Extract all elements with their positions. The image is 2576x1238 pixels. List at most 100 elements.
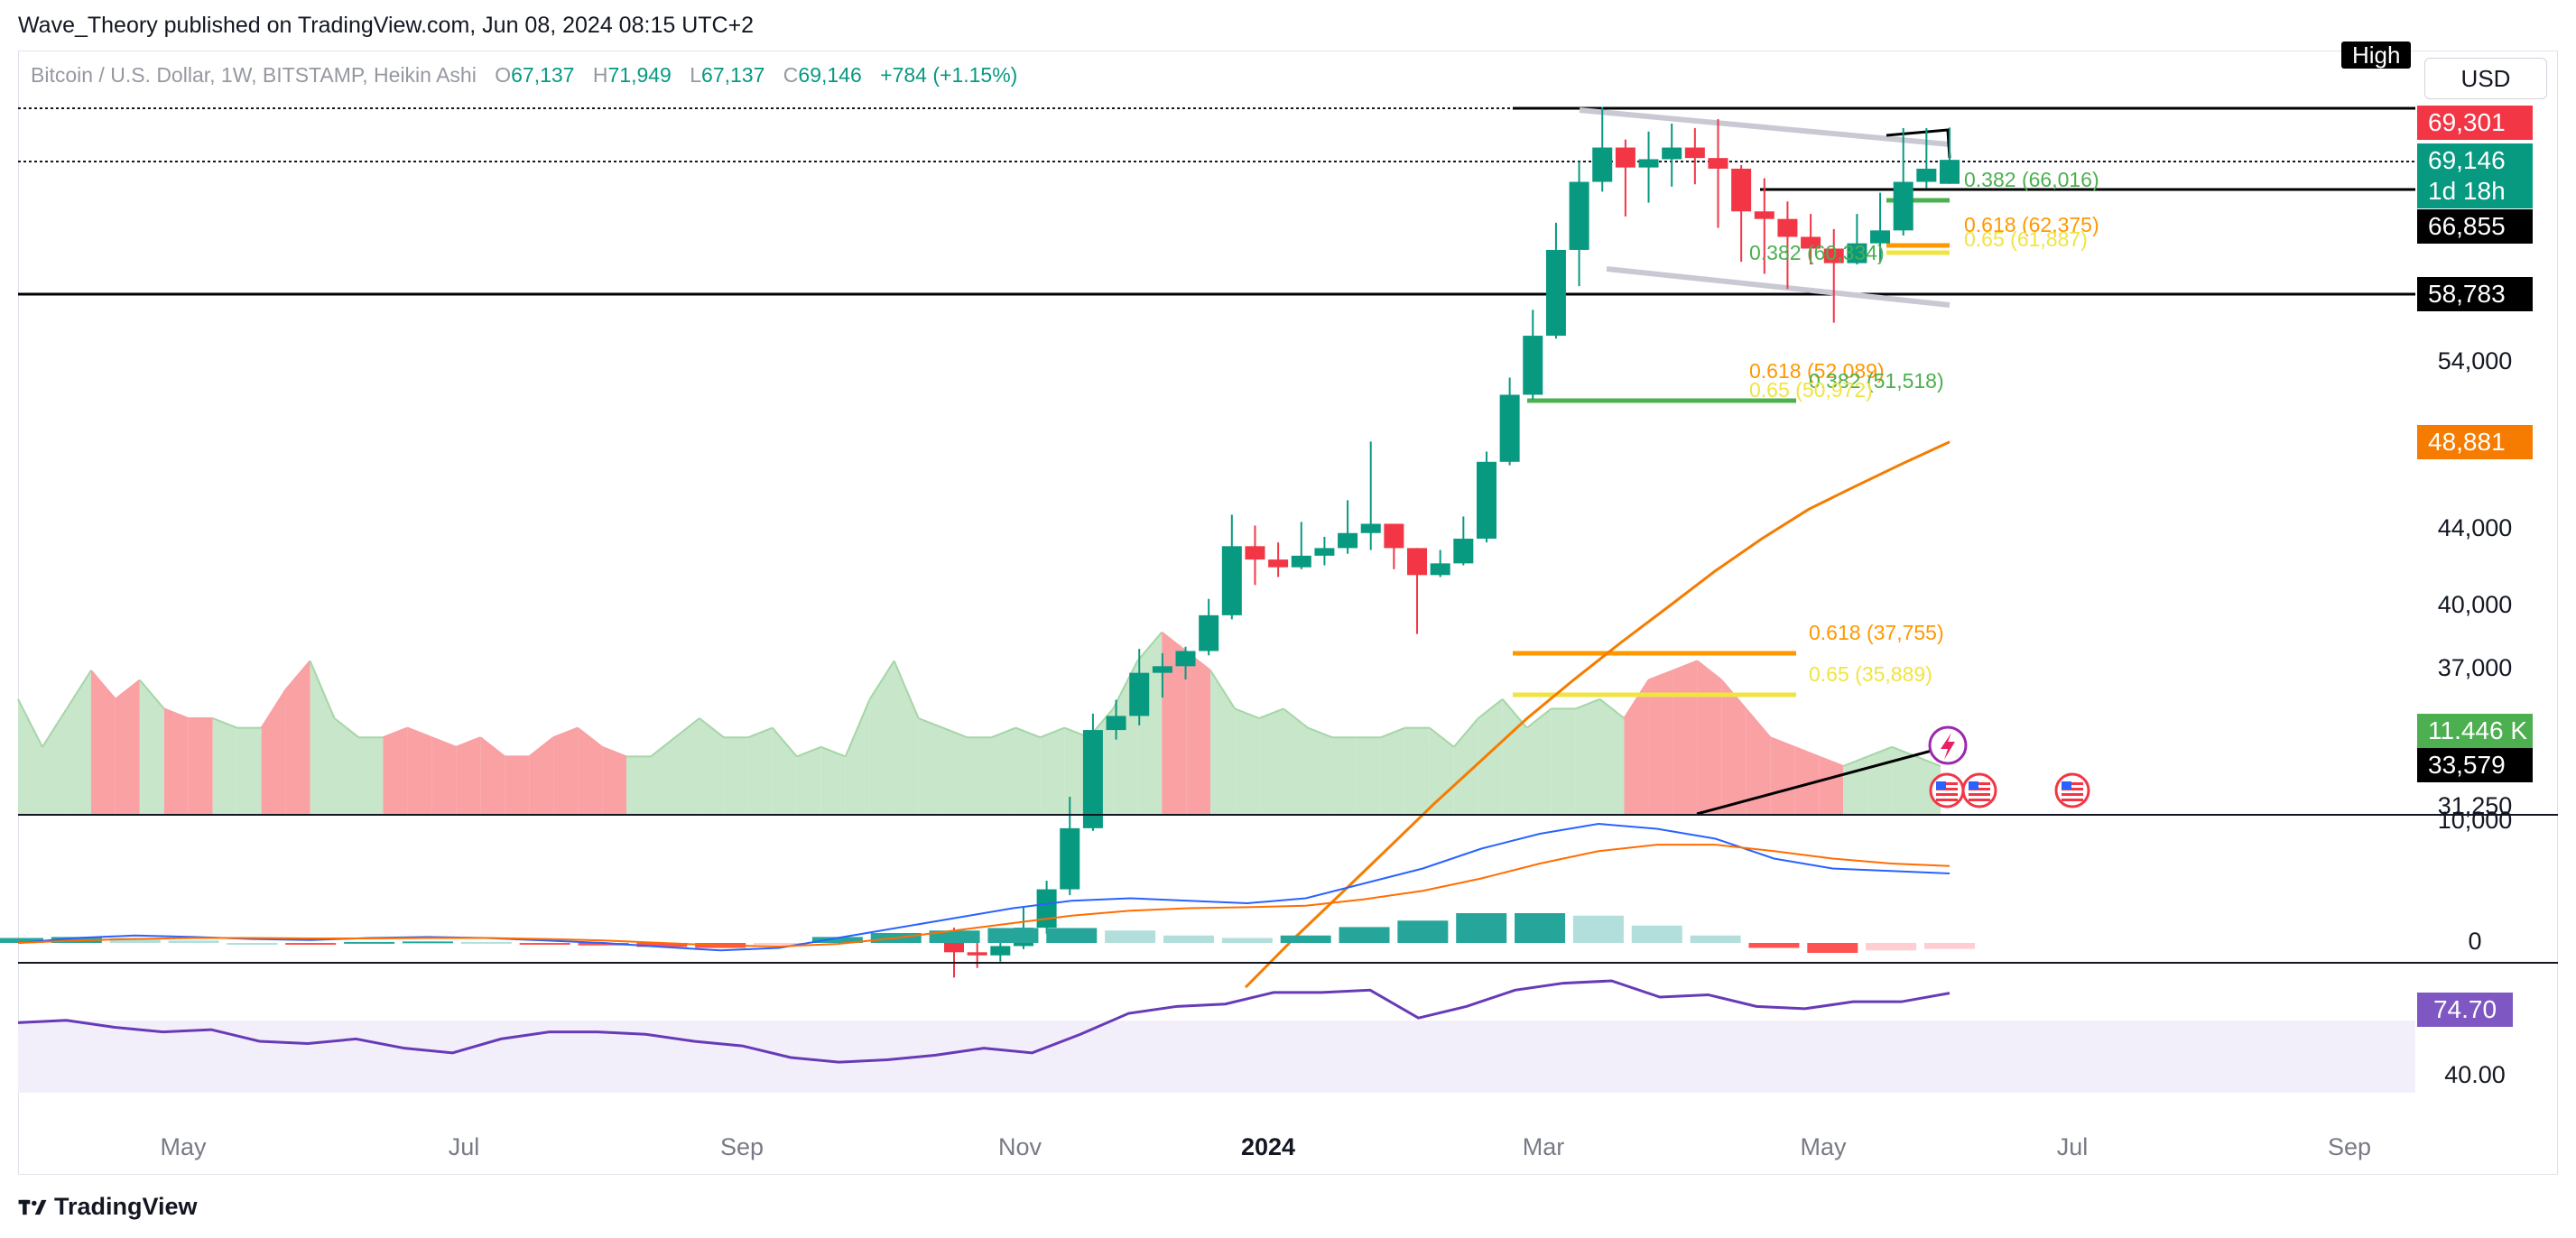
candle-body <box>1268 559 1289 568</box>
tradingview-logo[interactable]: TradingView <box>18 1193 198 1221</box>
macd-histogram-bar <box>460 941 512 944</box>
macd-histogram-bar <box>1631 925 1682 943</box>
volume-edge <box>1842 755 1868 767</box>
volume-edge <box>66 670 92 709</box>
currency-selector-button[interactable]: USD <box>2424 58 2547 99</box>
flag-stripe <box>1936 793 1958 796</box>
volume-edge <box>139 679 165 710</box>
candle-body <box>1291 555 1311 568</box>
volume-segment <box>602 746 627 814</box>
macd-histogram-bar <box>1163 935 1214 943</box>
volume-segment <box>1210 670 1236 814</box>
price-labels: 69,301 69,146 1d 18h 66,855 58,783 48,881 11.4… <box>2417 106 2533 1027</box>
macd-histogram-bar <box>754 943 805 945</box>
macd-tick-label: 10,000 <box>2438 807 2513 834</box>
volume-segment <box>1429 727 1454 814</box>
macd-histogram-bar <box>109 938 161 943</box>
volume-segment <box>967 737 992 814</box>
volume-edge <box>309 661 336 719</box>
volume-segment <box>1064 727 1089 814</box>
candle-body <box>1430 563 1450 576</box>
candle-body <box>1615 147 1635 168</box>
volume-edge <box>1793 745 1820 758</box>
volume-segment <box>1867 746 1893 814</box>
volume-segment <box>66 670 91 814</box>
volume-segment <box>407 727 432 814</box>
volume-segment <box>115 679 140 814</box>
candle-body <box>1569 181 1589 250</box>
tradingview-brand: TradingView <box>54 1193 198 1220</box>
volume-segment <box>261 689 286 814</box>
volume-segment <box>188 718 213 814</box>
price-label-box <box>2417 714 2533 748</box>
volume-segment <box>1502 698 1527 814</box>
price-tick-label: 31,250 <box>2438 792 2513 819</box>
price-label-text: 48,881 <box>2428 428 2506 456</box>
time-tick-label: Sep <box>720 1133 764 1160</box>
volume-edge <box>1452 717 1479 748</box>
candle-body <box>967 952 987 956</box>
flag-stripe <box>1936 788 1958 790</box>
price-chart[interactable]: 0.382 (66,016) 0.618 (62,375)0.65 (61,887… <box>0 0 2576 1173</box>
candle-body <box>1476 461 1496 539</box>
volume-edge <box>1598 698 1626 719</box>
macd-histogram-bar <box>344 941 395 944</box>
volume-edge <box>918 717 943 729</box>
volume-segment <box>1892 746 1917 814</box>
open-label: O <box>495 63 512 87</box>
volume-edge <box>1623 679 1650 719</box>
volume-edge <box>333 717 360 738</box>
flag-stripe <box>1969 782 1990 785</box>
macd-histogram-bar <box>1807 943 1858 953</box>
channel-upper <box>1579 107 1951 147</box>
volume-edge <box>1745 707 1772 738</box>
low-label: L <box>690 63 702 87</box>
candle-body <box>1754 211 1774 219</box>
volume-edge <box>163 707 190 719</box>
price-label-text: 69,146 <box>2428 146 2506 174</box>
time-tick-label: Mar <box>1523 1133 1565 1160</box>
volume-edge <box>1161 631 1187 652</box>
candle-body <box>1199 614 1219 651</box>
fib-label: 0.382 (60,334) <box>1749 241 1885 264</box>
volume-segment <box>310 661 335 814</box>
volume-segment <box>699 718 724 814</box>
volume-segment <box>723 737 748 814</box>
volume-edge <box>383 726 408 739</box>
volume-edge <box>1575 698 1600 710</box>
volume-segment <box>1259 708 1284 814</box>
price-label-box <box>2417 209 2533 244</box>
volume-segment <box>1526 708 1552 814</box>
volume-segment <box>942 727 968 814</box>
time-tick-label: Jul <box>449 1133 480 1160</box>
macd-histogram-bar <box>1690 935 1741 943</box>
volume-segment <box>845 698 870 814</box>
volume-edge <box>1526 707 1552 729</box>
macd-histogram-bar <box>0 938 43 943</box>
volume-edge <box>1209 670 1236 709</box>
volume-edge <box>1015 726 1041 739</box>
volume-segment <box>894 661 919 814</box>
volume-edge <box>1673 660 1698 671</box>
volume-edge <box>674 717 700 738</box>
time-tick-label: 2024 <box>1241 1133 1295 1160</box>
macd-histogram-bar <box>1221 938 1273 943</box>
volume-segment <box>820 746 846 814</box>
volume-segment <box>1770 737 1795 814</box>
flag-canton <box>1969 781 1978 790</box>
macd-histogram-bar <box>811 937 863 943</box>
candle-body <box>1245 546 1265 560</box>
rsi-label-box <box>2417 993 2513 1027</box>
volume-edge <box>212 717 238 729</box>
volume-segment <box>90 670 116 814</box>
price-tick-label: 40,000 <box>2438 591 2513 618</box>
volume-edge <box>1283 707 1309 729</box>
macd-histogram-bar <box>636 943 688 947</box>
candle-body <box>1870 230 1891 244</box>
candle-body <box>1638 159 1659 168</box>
volume-edge <box>1307 726 1333 739</box>
volume-segment <box>480 737 505 814</box>
volume-segment <box>674 718 700 814</box>
symbol-description: Bitcoin / U.S. Dollar, 1W, BITSTAMP, Hei… <box>31 63 477 87</box>
macd-signal-line <box>17 844 1951 947</box>
